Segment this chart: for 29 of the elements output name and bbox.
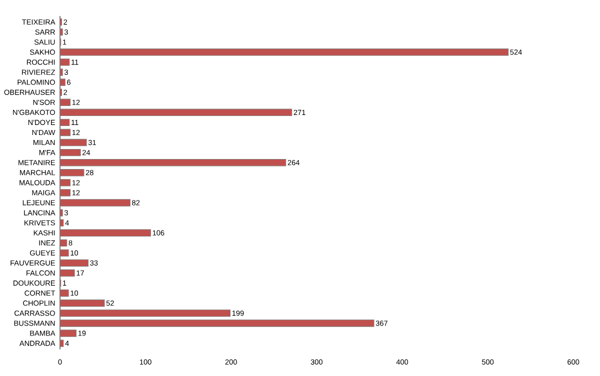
bar bbox=[60, 148, 81, 156]
bar bbox=[60, 28, 63, 36]
bar bbox=[60, 128, 71, 136]
bar bbox=[60, 98, 71, 106]
bar bbox=[60, 199, 130, 206]
bar bbox=[60, 249, 69, 257]
bar bbox=[60, 269, 75, 277]
bar bbox=[60, 48, 509, 56]
bar bbox=[60, 58, 70, 66]
bar bbox=[60, 118, 70, 126]
bar bbox=[60, 340, 64, 347]
bar bbox=[60, 138, 87, 146]
bar bbox=[60, 179, 71, 186]
bar bbox=[60, 189, 71, 196]
bar bbox=[60, 330, 77, 337]
bar bbox=[60, 209, 63, 216]
bar bbox=[60, 169, 84, 176]
bar bbox=[60, 68, 63, 76]
bar bbox=[60, 239, 68, 247]
bar bbox=[60, 300, 105, 307]
bar bbox=[60, 108, 292, 116]
bar bbox=[60, 310, 231, 317]
bar bbox=[60, 320, 374, 327]
bar bbox=[60, 158, 286, 166]
bar bbox=[60, 219, 64, 226]
bar bbox=[60, 78, 66, 86]
bar bbox=[60, 229, 151, 236]
bar bbox=[60, 259, 89, 267]
bar bbox=[60, 290, 69, 297]
